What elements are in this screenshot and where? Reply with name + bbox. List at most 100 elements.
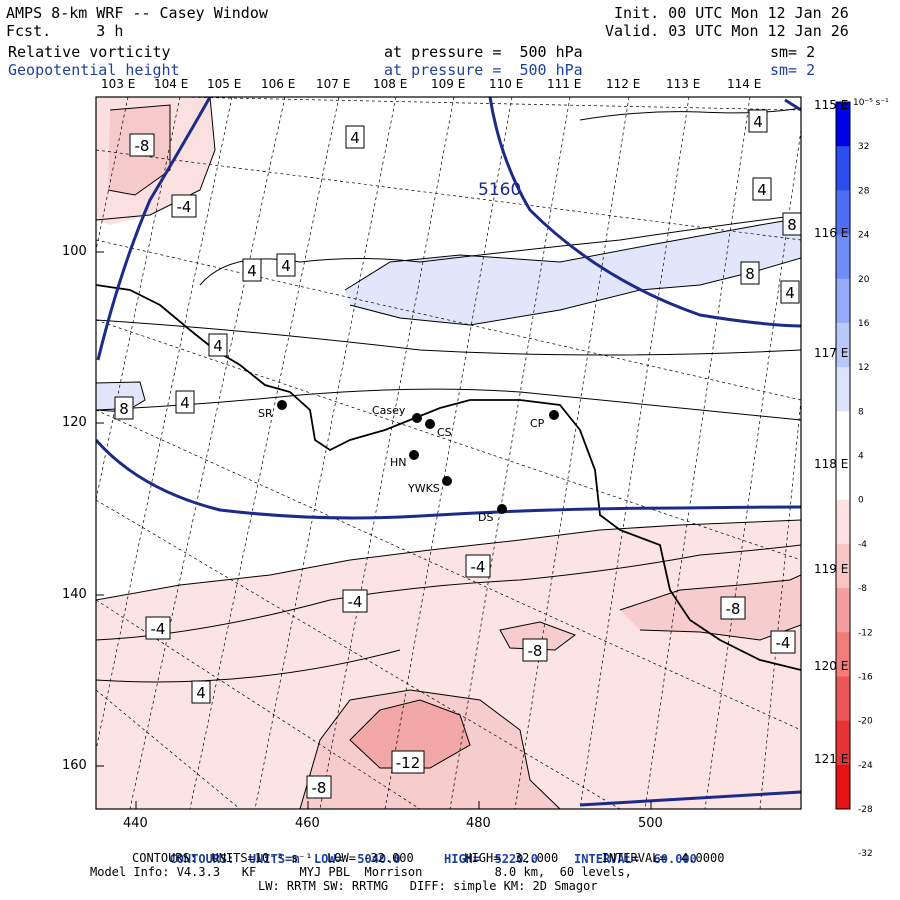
station-dot: [277, 400, 287, 410]
colorbar-label: 8: [858, 407, 864, 417]
field2-level: at pressure = 500 hPa: [384, 61, 583, 79]
vorticity-contour-info: CONTOURS: UNITS=10⁻⁵ s⁻¹ LOW= -32.000 HI…: [132, 851, 725, 865]
lon-label: 106 E: [261, 77, 296, 91]
contour-label: 4: [350, 129, 360, 147]
colorbar: 32 28 24 20 16 12 8 4 0 -4 -8 -12 -16 -20 -24 -28 -32: [835, 101, 873, 859]
station-label: Casey: [372, 404, 406, 417]
lon-label: 111 E: [547, 77, 582, 91]
lon-label: 103 E: [101, 77, 136, 91]
lat-label: 118 E: [814, 457, 849, 471]
station-dot: [497, 504, 507, 514]
height-contour-label: 5160: [478, 180, 521, 200]
station-label: CP: [530, 417, 545, 430]
colorbar-swatch: [836, 676, 850, 722]
colorbar-label: 16: [858, 319, 870, 329]
colorbar-swatch: [836, 455, 850, 501]
colorbar-swatch: [836, 632, 850, 677]
contour-label: 4: [760, 107, 770, 125]
contour-label: -4: [471, 558, 486, 576]
colorbar-label: -4: [858, 540, 867, 550]
contour-label: 4: [757, 181, 767, 199]
valid-time: Valid. 03 UTC Mon 12 Jan 26: [605, 22, 849, 40]
contour-label: 4: [753, 113, 763, 131]
lat-label: 116 E: [814, 226, 849, 240]
colorbar-label: -24: [858, 761, 873, 771]
colorbar-swatch: [836, 367, 850, 412]
x-tick-label: 440: [123, 816, 148, 831]
map-title: AMPS 8-km WRF -- Casey Window: [6, 4, 268, 22]
lon-label: 104 E: [154, 77, 189, 91]
station-label: YWKS: [407, 482, 440, 495]
station-label: CS: [437, 426, 452, 439]
lat-label: 117 E: [814, 346, 849, 360]
x-tick-label: 480: [466, 816, 491, 831]
colorbar-swatch: [836, 234, 850, 280]
colorbar-label: 4: [858, 452, 864, 462]
geopotential-height-contours: [96, 97, 801, 807]
colorbar-label: -8: [858, 584, 867, 594]
contour-label: -8: [312, 779, 327, 797]
contour-label: -4: [776, 634, 791, 652]
station-dot: [425, 419, 435, 429]
y-tick-label: 120: [62, 415, 87, 430]
colorbar-label: -16: [858, 672, 873, 682]
lon-label: 107 E: [316, 77, 351, 91]
colorbar-label: -20: [858, 717, 873, 727]
colorbar-label: 32: [858, 142, 869, 152]
contour-label: 8: [745, 265, 755, 283]
contour-label: -8: [135, 137, 150, 155]
lon-label: 113 E: [666, 77, 701, 91]
contour-label: -8: [528, 642, 543, 660]
colorbar-label: -12: [858, 628, 873, 638]
station-dot: [549, 410, 559, 420]
lat-label: 120 E: [814, 659, 849, 673]
model-physics: LW: RRTM SW: RRTMG DIFF: simple KM: 2D S…: [258, 879, 598, 893]
contour-label: 4: [785, 284, 795, 302]
field1-level: at pressure = 500 hPa: [384, 43, 583, 61]
contour-label: -4: [177, 198, 192, 216]
contour-label: 4: [247, 262, 257, 280]
contour-label: -4: [151, 620, 166, 638]
lat-lon-grid: [96, 97, 801, 809]
station-dot: [442, 476, 452, 486]
field2-smoothing: sm= 2: [770, 61, 816, 79]
contour-label: -4: [0, 0, 15, 4]
contour-label: 4: [180, 394, 190, 412]
lon-label: 112 E: [606, 77, 641, 91]
negative-vorticity-shading: [96, 97, 801, 809]
contour-label: -8: [726, 600, 741, 618]
lat-label: 115 E: [814, 98, 849, 112]
station-label: SR: [258, 407, 273, 420]
x-tick-label: 500: [638, 816, 663, 831]
coastline: [96, 284, 801, 671]
colorbar-swatch: [836, 499, 850, 545]
lat-label: 119 E: [814, 562, 849, 576]
contour-label: 4: [196, 684, 206, 702]
colorbar-swatch: [836, 278, 850, 324]
colorbar-swatch: [836, 190, 850, 236]
lon-label: 109 E: [431, 77, 466, 91]
contour-label: -4: [348, 593, 363, 611]
colorbar-frame: [835, 101, 851, 810]
colorbar-swatch: [836, 322, 850, 368]
x-tick-label: 460: [295, 816, 320, 831]
forecast-hour: Fcst. 3 h: [6, 22, 124, 40]
lon-label: 108 E: [373, 77, 408, 91]
station-markers: [277, 400, 559, 514]
colorbar-label: 0: [858, 496, 864, 506]
colorbar-unit: 10⁻⁵ s⁻¹: [853, 98, 889, 108]
colorbar-label: -28: [858, 805, 873, 815]
contour-label: 4: [213, 337, 223, 355]
contour-label: 8: [787, 216, 797, 234]
contour-label: -12: [396, 754, 421, 772]
colorbar-swatch: [836, 543, 850, 589]
colorbar-swatch: [836, 411, 850, 456]
station-label: DS: [478, 511, 493, 524]
vorticity-contours: [96, 97, 801, 809]
station-dot: [412, 413, 422, 423]
vorticity-contour-labels: -8 -4 4 4 4 4 4 4 8 4 8 4 4 8 -4 -4 -4 -…: [0, 0, 802, 799]
colorbar-label: -32: [858, 849, 873, 859]
lat-label: 121 E: [814, 752, 849, 766]
colorbar-swatch: [836, 102, 850, 147]
